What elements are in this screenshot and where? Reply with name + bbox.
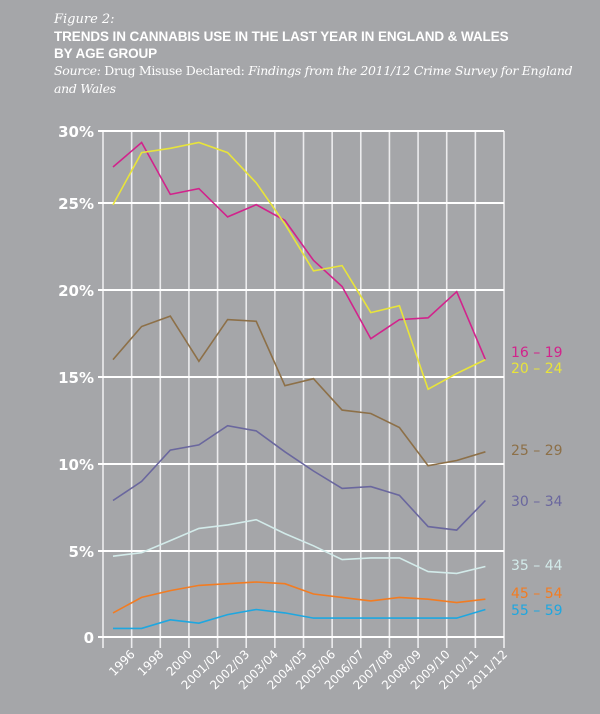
legend-label: 55 – 59 xyxy=(511,603,563,619)
legend-label: 20 – 24 xyxy=(511,361,563,377)
horizontal-gridlines xyxy=(98,130,504,638)
y-tick-label: 25% xyxy=(58,195,94,213)
x-tick-label: 1996 xyxy=(106,647,137,678)
series-line-25-29 xyxy=(112,315,486,467)
x-tick-label: 1998 xyxy=(135,647,166,678)
y-tick-label: 30% xyxy=(58,123,94,141)
source-publication: Drug Misuse Declared: xyxy=(100,63,249,78)
series-line-16-19 xyxy=(112,141,487,360)
source-title: Findings from the 2011/12 Crime Survey f… xyxy=(54,63,573,96)
figure-label: Figure 2: xyxy=(54,12,115,27)
legend-label: 45 – 54 xyxy=(511,586,563,602)
legend-label: 35 – 44 xyxy=(511,558,563,574)
y-tick-label: 10% xyxy=(58,456,94,474)
y-tick-label: 0 xyxy=(84,629,94,647)
y-tick-label: 20% xyxy=(58,282,94,300)
source-prefix: Source: xyxy=(54,63,101,78)
series-line-55-59 xyxy=(113,608,486,630)
x-axis-tick-labels: 1996199820002001/022002/032003/042004/05… xyxy=(106,647,510,692)
series-lines xyxy=(112,141,487,630)
legend-label: 30 – 34 xyxy=(511,494,563,510)
y-tick-label: 5% xyxy=(69,543,94,561)
series-line-45-54 xyxy=(112,581,486,614)
y-tick-label: 15% xyxy=(58,369,94,387)
source-citation: Source: Drug Misuse Declared: Findings f… xyxy=(54,62,574,98)
series-line-20-24 xyxy=(112,141,486,391)
series-line-30-34 xyxy=(112,424,486,531)
legend-label: 16 – 19 xyxy=(511,345,563,361)
y-axis-tick-labels: 0 5% 10% 15% 20% 25% 30% xyxy=(58,123,94,647)
series-line-35-44 xyxy=(112,518,486,575)
legend-label: 25 – 29 xyxy=(511,443,563,459)
figure-header: Figure 2: TRENDS IN CANNABIS USE IN THE … xyxy=(54,11,574,98)
chart-title-line-1: TRENDS IN CANNABIS USE IN THE LAST YEAR … xyxy=(54,29,509,44)
vertical-gridlines xyxy=(102,131,505,648)
chart-title-line-2: BY AGE GROUP xyxy=(54,46,158,61)
